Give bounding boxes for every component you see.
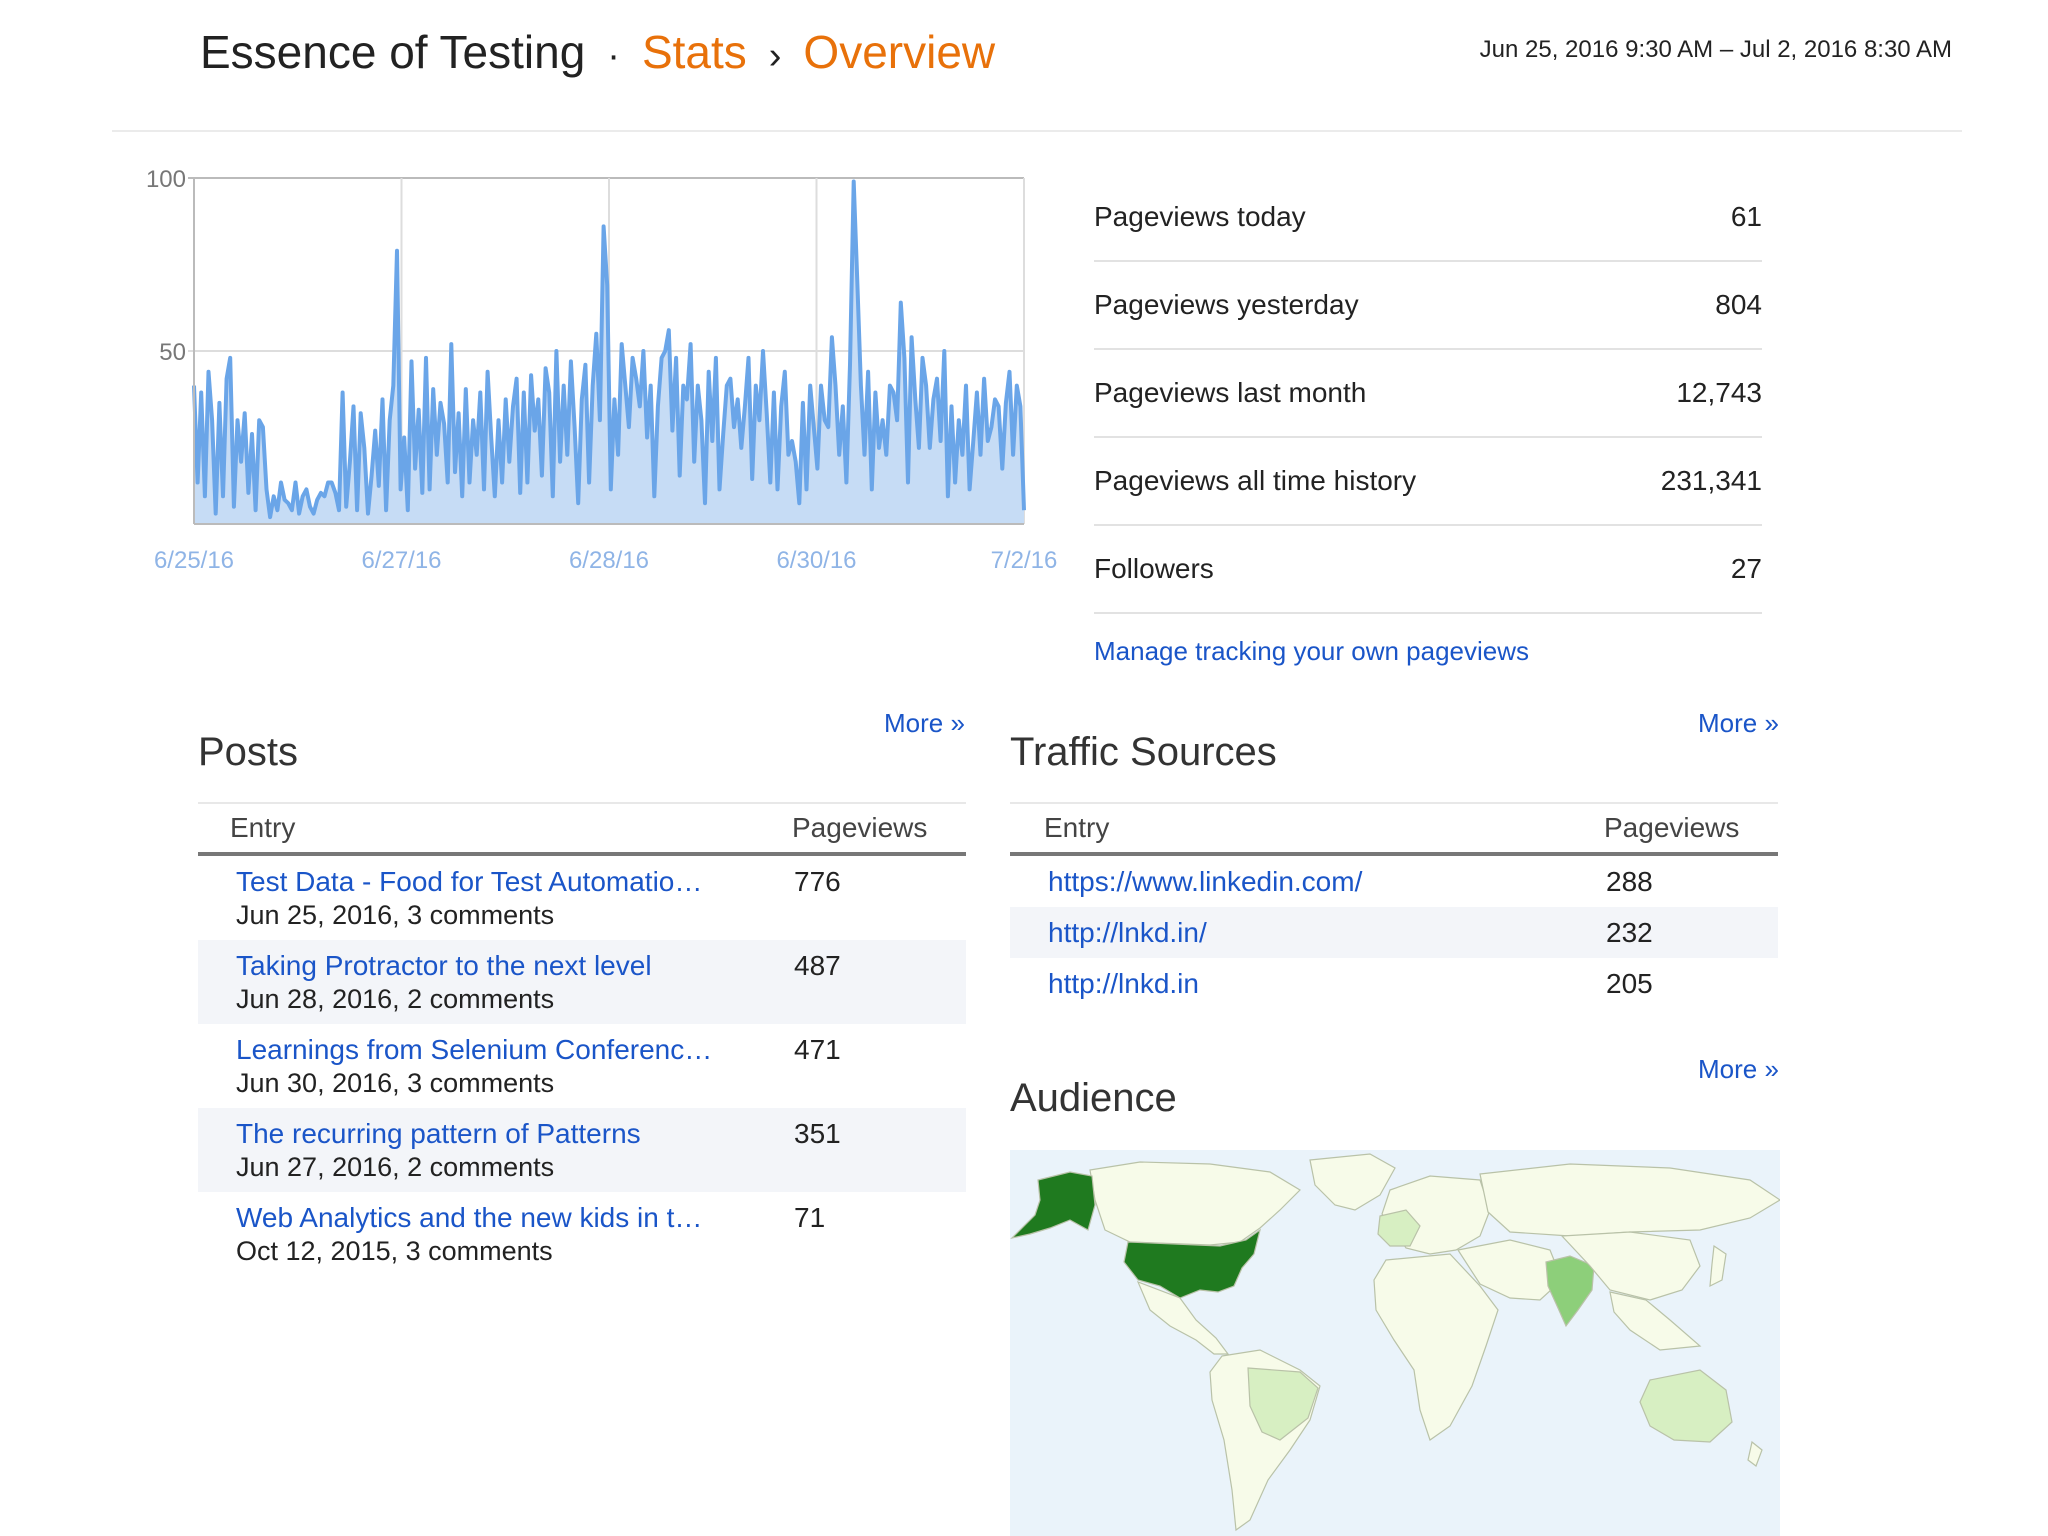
chart-y-tick-label: 50 <box>159 339 186 366</box>
breadcrumb: Essence of Testing · Stats › Overview <box>200 22 995 86</box>
summary-label: Pageviews yesterday <box>1094 289 1359 320</box>
summary-label: Pageviews last month <box>1094 377 1367 408</box>
table-row: Learnings from Selenium Conferenc… Jun 30… <box>198 1024 966 1108</box>
traffic-table-header: Entry Pageviews <box>1010 804 1778 856</box>
table-row: https://www.linkedin.com/288 <box>1010 856 1778 907</box>
pageviews-chart-svg: 100 50 6/25/16 6/27/16 6/28/16 6/30/16 7/2/16 <box>146 166 1058 570</box>
map-western-europe[interactable] <box>1377 1209 1421 1247</box>
chart-y-tick-label: 100 <box>146 166 186 193</box>
map-africa[interactable] <box>1373 1253 1499 1441</box>
traffic-pageviews: 232 <box>1606 917 1653 948</box>
post-meta: Jun 25, 2016, 3 comments <box>236 900 555 930</box>
post-pageviews: 487 <box>794 950 841 981</box>
audience-title: Audience <box>1010 1076 1177 1120</box>
summary-table: Pageviews today 61 Pageviews yesterday 804 P… <box>1094 174 1762 667</box>
chart-x-tick-label: 6/28/16 <box>569 547 649 570</box>
summary-value: 61 <box>1730 201 1762 232</box>
header-divider <box>112 130 1962 132</box>
map-new-zealand[interactable] <box>1747 1440 1763 1467</box>
map-mexico[interactable] <box>1136 1280 1230 1355</box>
summary-value: 804 <box>1715 289 1762 320</box>
summary-row: Pageviews yesterday 804 <box>1094 262 1762 350</box>
audience-more-link[interactable]: More » <box>1698 1054 1779 1084</box>
date-range: Jun 25, 2016 9:30 AM – Jul 2, 2016 8:30 … <box>1479 36 1952 63</box>
post-meta: Jun 30, 2016, 3 comments <box>236 1068 555 1098</box>
chart-x-tick-label: 6/25/16 <box>154 547 234 570</box>
summary-label: Followers <box>1094 553 1214 584</box>
map-canada[interactable] <box>1089 1161 1301 1246</box>
traffic-source-link[interactable]: http://lnkd.in/ <box>1048 917 1207 948</box>
summary-value: 27 <box>1730 553 1762 584</box>
table-row: The recurring pattern of Patterns Jun 27,… <box>198 1108 966 1192</box>
world-map[interactable] <box>1010 1150 1780 1536</box>
posts-more-link[interactable]: More » <box>884 708 965 738</box>
blog-name[interactable]: Essence of Testing <box>200 26 586 78</box>
traffic-pageviews: 205 <box>1606 968 1653 999</box>
summary-label: Pageviews today <box>1094 201 1306 232</box>
map-india[interactable] <box>1545 1255 1595 1328</box>
post-pageviews: 71 <box>794 1202 826 1233</box>
chart-x-tick-label: 6/27/16 <box>361 547 441 570</box>
post-meta: Jun 28, 2016, 2 comments <box>236 984 555 1014</box>
map-alaska[interactable] <box>1010 1171 1096 1240</box>
map-usa[interactable] <box>1123 1228 1261 1299</box>
world-map-svg <box>1010 1153 1780 1532</box>
traffic-source-link[interactable]: https://www.linkedin.com/ <box>1048 866 1363 897</box>
post-title-link[interactable]: Taking Protractor to the next level <box>236 950 652 981</box>
chart-x-tick-label: 6/30/16 <box>776 547 856 570</box>
map-china[interactable] <box>1560 1231 1701 1301</box>
table-row: http://lnkd.in/232 <box>1010 907 1778 958</box>
map-southeast-asia[interactable] <box>1609 1291 1702 1351</box>
chart-x-tick-label: 7/2/16 <box>991 547 1058 570</box>
map-russia[interactable] <box>1479 1163 1780 1237</box>
summary-row: Followers 27 <box>1094 526 1762 614</box>
map-japan[interactable] <box>1709 1244 1727 1288</box>
post-title-link[interactable]: Test Data - Food for Test Automatio… <box>236 866 703 897</box>
table-row: Web Analytics and the new kids in t… Oct … <box>198 1192 966 1276</box>
post-title-link[interactable]: Web Analytics and the new kids in t… <box>236 1202 703 1233</box>
posts-title: Posts <box>198 730 299 774</box>
post-pageviews: 351 <box>794 1118 841 1149</box>
chevron-right-icon: › <box>768 35 782 77</box>
page-header: Essence of Testing · Stats › Overview Jun 25… <box>0 0 2048 132</box>
post-meta: Oct 12, 2015, 3 comments <box>236 1236 553 1266</box>
manage-tracking-link[interactable]: Manage tracking your own pageviews <box>1094 636 1530 666</box>
summary-row: Pageviews all time history 231,341 <box>1094 438 1762 526</box>
post-title-link[interactable]: Learnings from Selenium Conferenc… <box>236 1034 713 1065</box>
posts-table-body: Test Data - Food for Test Automatio… Jun … <box>198 856 966 1276</box>
table-row: http://lnkd.in 205 <box>1010 958 1778 1009</box>
table-row: Test Data - Food for Test Automatio… Jun … <box>198 856 966 940</box>
post-title-link[interactable]: The recurring pattern of Patterns <box>236 1118 641 1149</box>
col-pageviews[interactable]: Pageviews <box>1604 812 1740 843</box>
summary-row: Pageviews today 61 <box>1094 174 1762 262</box>
traffic-table: Entry Pageviews https://www.linkedin.com… <box>1010 802 1778 1009</box>
traffic-more-link[interactable]: More » <box>1698 708 1779 738</box>
traffic-title: Traffic Sources <box>1010 730 1277 774</box>
traffic-source-link[interactable]: http://lnkd.in <box>1048 968 1199 999</box>
col-entry[interactable]: Entry <box>230 812 296 843</box>
summary-row: Pageviews last month 12,743 <box>1094 350 1762 438</box>
summary-value: 12,743 <box>1676 377 1762 408</box>
traffic-pageviews: 288 <box>1606 866 1653 897</box>
page-title: Overview <box>803 26 996 78</box>
map-greenland[interactable] <box>1309 1153 1396 1211</box>
separator-dot: · <box>607 35 620 77</box>
map-australia[interactable] <box>1639 1369 1733 1443</box>
traffic-table-body: https://www.linkedin.com/288 http://lnkd.… <box>1010 856 1778 1009</box>
posts-table: Entry Pageviews Test Data - Food for Tes… <box>198 802 966 1276</box>
col-entry[interactable]: Entry <box>1044 812 1110 843</box>
post-meta: Jun 27, 2016, 2 comments <box>236 1152 555 1182</box>
summary-label: Pageviews all time history <box>1094 465 1417 496</box>
post-pageviews: 471 <box>794 1034 841 1065</box>
col-pageviews[interactable]: Pageviews <box>792 812 928 843</box>
breadcrumb-stats[interactable]: Stats <box>641 26 747 78</box>
map-brazil[interactable] <box>1247 1367 1319 1441</box>
chart-series-line <box>192 179 1026 520</box>
posts-table-header: Entry Pageviews <box>198 804 966 856</box>
summary-value: 231,341 <box>1660 465 1762 496</box>
pageviews-chart: 100 50 6/25/16 6/27/16 6/28/16 6/30/16 7/2/16 <box>130 160 1070 570</box>
table-row: Taking Protractor to the next level Jun 2… <box>198 940 966 1024</box>
post-pageviews: 776 <box>794 866 841 897</box>
